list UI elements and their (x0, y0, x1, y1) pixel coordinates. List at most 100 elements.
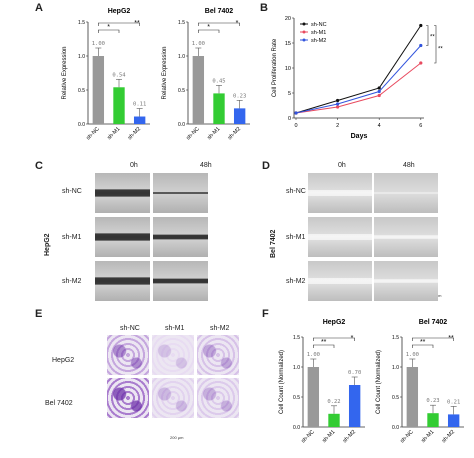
a-hepg2-ytick-label: 1.0 (78, 54, 85, 60)
f-hepg2-value-label-2: 0.70 (348, 370, 361, 376)
a-bel7402-sig-label-2: * (236, 20, 239, 27)
panel-letter-d: D (262, 160, 270, 172)
a-hepg2-bar-2 (133, 116, 146, 124)
a-hepg2-ytick-label: 0.5 (78, 88, 85, 94)
panel-letter-c: C (35, 160, 43, 172)
f-bel7402-xtick-label-1: sh-M1 (420, 429, 435, 444)
a-bel7402-xtick-label-1: sh-M1 (206, 126, 221, 141)
b-xtick-label: 0 (294, 123, 297, 129)
b-ytick-label: 15 (285, 41, 291, 47)
a-bel7402-value-label-0: 1.00 (192, 41, 205, 47)
a-hepg2-sig-bracket-1 (98, 29, 120, 33)
side-label-bel7402: Bel 7402 (270, 229, 277, 258)
a-bel7402-sig-bracket-1 (198, 29, 220, 33)
row-label-sh-nc: sh-NC (62, 188, 82, 195)
b-sig-bracket-1 (426, 25, 429, 46)
col-label-48h: 48h (200, 162, 212, 169)
a-bel7402-ylabel: Relative Expression (162, 46, 168, 99)
b-legend-label-0: sh-NC (311, 22, 327, 28)
panel-d-wound-bel7402: 0h 48h sh-NC sh-M1 sh-M2 Bel 7402 100 μm (268, 158, 468, 303)
a-bel7402-bar-2 (233, 108, 246, 124)
a-bel7402-title: Bel 7402 (205, 8, 234, 15)
col-label-sh-nc: sh-NC (120, 325, 140, 332)
row-label-hepg2: HepG2 (52, 357, 75, 364)
f-bel7402-ytick-label: 0.5 (392, 395, 399, 401)
panelC-image-r0-c0 (95, 173, 150, 213)
f-hepg2-bar-0 (307, 367, 320, 427)
panel-c-wound-hepg2: 0h 48h sh-NC sh-M1 sh-M2 HepG2 (40, 158, 260, 303)
b-series-1-point-2 (377, 93, 381, 98)
line-chart-b-proliferation: 0 5 10 15 20 0 2 4 6 Days Cell Proliferation Rate s… (272, 16, 443, 140)
b-ylabel: Cell Proliferation Rate (272, 38, 278, 97)
a-hepg2-value-label-1: 0.54 (112, 72, 126, 78)
panel-e-transwell: sh-NC sh-M1 sh-M2 HepG2 Bel 7402 200 μm (40, 310, 262, 455)
a-hepg2-value-label-0: 1.00 (92, 41, 105, 47)
panel-letter-a: A (35, 2, 43, 14)
bar-chart-f-bel7402: Bel 7402 Cell Count (Normalized) 0.0 0.5 1.0… (376, 319, 464, 444)
panelE-image-r0-c1 (152, 335, 194, 375)
panelD-image-r0-c0 (308, 173, 372, 213)
panel-letter-f: F (262, 308, 269, 320)
panelE-image-r0-c2 (197, 335, 239, 375)
col-label-sh-m1: sh-M1 (165, 325, 185, 332)
b-ytick-label: 5 (288, 91, 291, 97)
f-bel7402-sig-label-2: ** (448, 335, 454, 342)
b-series-1-point-3 (419, 61, 423, 65)
col-label-sh-m2: sh-M2 (210, 325, 230, 332)
a-bel7402-sig-bracket-2 (198, 22, 240, 26)
b-series-0-point-1 (336, 98, 340, 103)
f-hepg2-xtick-label-1: sh-M1 (321, 429, 336, 444)
row-label-bel7402: Bel 7402 (45, 400, 73, 407)
a-bel7402-ytick-label: 1.5 (178, 20, 185, 26)
a-bel7402-bar-1 (213, 93, 225, 124)
b-legend-marker-1 (302, 30, 306, 34)
f-hepg2-xtick-label-2: sh-M2 (342, 429, 357, 444)
b-series-2-point-2 (377, 89, 381, 94)
a-hepg2-sig-label-1: * (107, 24, 110, 31)
panelE-image-r1-c1 (152, 378, 194, 418)
b-sig-label-1: ** (430, 35, 435, 41)
a-bel7402-ytick-label: 0.5 (178, 88, 185, 94)
panelE-image-r0-c0 (107, 335, 149, 375)
b-xtick-label: 4 (378, 123, 381, 129)
b-series-0-point-3 (419, 23, 423, 28)
f-hepg2-bar-1 (328, 413, 340, 427)
panelC-image-r2-c0 (95, 261, 150, 301)
b-series-2-point-3 (419, 43, 423, 48)
b-series-2-point-0 (294, 111, 298, 115)
panelD-image-r1-c0 (308, 217, 372, 257)
a-hepg2-ytick-label: 0.0 (78, 122, 85, 128)
a-hepg2-ytick-label: 1.5 (78, 20, 85, 26)
a-bel7402-ytick-label: 1.0 (178, 54, 185, 60)
f-hepg2-sig-label-1: ** (321, 339, 327, 346)
f-bel7402-value-label-0: 1.00 (406, 352, 419, 358)
row-label-sh-m1: sh-M1 (62, 234, 82, 241)
panel-letter-e: E (35, 308, 43, 320)
panelC-image-r1-c1 (153, 217, 208, 257)
b-xtick-label: 6 (419, 123, 422, 129)
panel-letter-b: B (260, 2, 268, 14)
f-hepg2-ytick-label: 1.0 (293, 365, 300, 371)
b-xlabel: Days (351, 133, 368, 140)
b-sig-bracket-2 (434, 25, 437, 64)
row-label-sh-m2: sh-M2 (62, 278, 82, 285)
panelD-image-r2-c1 (374, 261, 438, 301)
row-label-sh-m1: sh-M1 (286, 234, 306, 241)
f-hepg2-ylabel: Cell Count (Normalized) (279, 350, 285, 414)
f-bel7402-ytick-label: 0.0 (392, 425, 399, 431)
a-bel7402-xtick-label-2: sh-M2 (227, 126, 242, 141)
a-hepg2-xtick-label-2: sh-M2 (127, 126, 142, 141)
col-label-0h: 0h (338, 162, 346, 169)
a-hepg2-xtick-label-0: sh-NC (85, 126, 100, 141)
bar-chart-a-hepg2: HepG2 Relative Expression 0.0 0.5 1.0 1.5 1.00… (62, 8, 150, 141)
b-sig-label-2: ** (438, 46, 443, 52)
panelD-image-r2-c0 (308, 261, 372, 301)
b-series-0-point-2 (377, 86, 381, 90)
f-hepg2-title: HepG2 (323, 319, 346, 326)
b-legend-marker-2 (302, 38, 306, 42)
b-series-line-2 (295, 45, 422, 114)
f-hepg2-xtick-label-0: sh-NC (300, 429, 315, 444)
a-hepg2-bar-1 (113, 87, 125, 124)
f-bel7402-sig-bracket-2 (412, 337, 454, 341)
f-bel7402-ytick-label: 1.0 (392, 365, 399, 371)
